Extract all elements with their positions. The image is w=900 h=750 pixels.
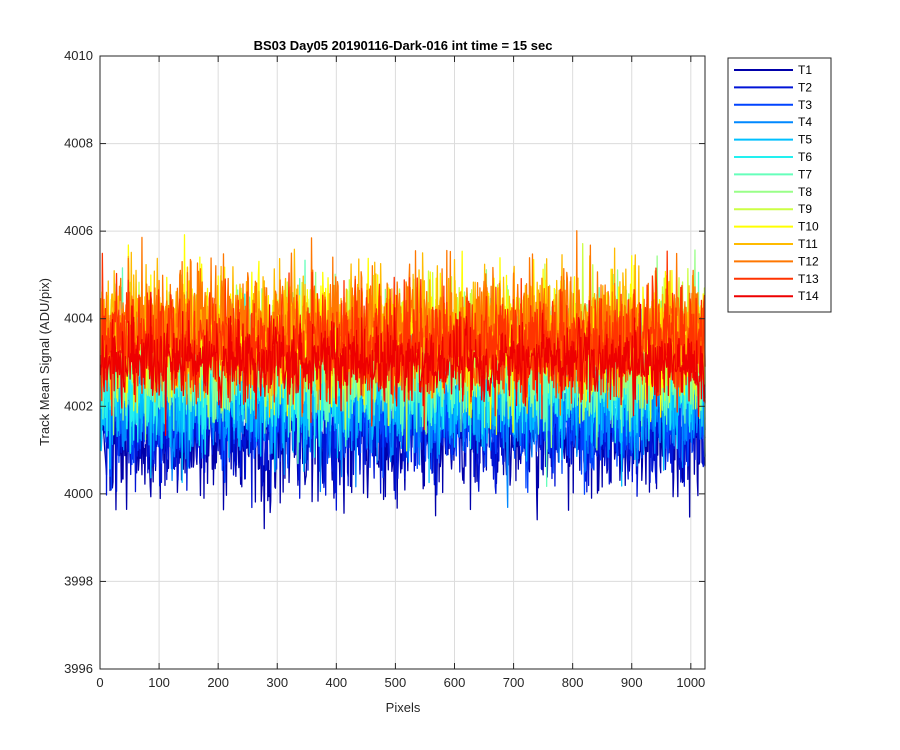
plot-area: 0 100 200 300 400 500 600 700 800 900 1000 3996399…	[64, 48, 706, 690]
legend-label: T11	[798, 237, 818, 251]
x-axis-ticks: 0 100 200 300 400 500 600 700 800 900 1000	[96, 56, 705, 690]
y-tick-label: 4008	[64, 136, 93, 151]
legend-label: T13	[798, 272, 819, 286]
axes-box	[99, 55, 706, 670]
y-tick-label: 4000	[64, 486, 93, 501]
x-tick-label: 200	[207, 675, 229, 690]
y-tick-label: 4010	[64, 48, 93, 63]
legend-label: T12	[798, 254, 819, 268]
x-tick-label: 100	[148, 675, 170, 690]
series-lines	[99, 230, 706, 530]
legend-label: T7	[798, 167, 812, 181]
legend-label: T14	[798, 289, 819, 303]
y-tick-label: 3996	[64, 661, 93, 676]
y-tick-label: 3998	[64, 573, 93, 588]
series-line-t14	[99, 291, 706, 437]
x-tick-label: 400	[325, 675, 347, 690]
legend-label: T6	[798, 150, 812, 164]
x-tick-label: 0	[96, 675, 103, 690]
x-axis-label: Pixels	[386, 700, 421, 715]
y-tick-label: 4006	[64, 223, 93, 238]
chart-title: BS03 Day05 20190116-Dark-016 int time = …	[254, 38, 553, 53]
legend-label: T10	[798, 220, 819, 234]
x-tick-label: 900	[621, 675, 643, 690]
x-tick-label: 800	[562, 675, 584, 690]
x-tick-label: 600	[444, 675, 466, 690]
legend-label: T5	[798, 133, 812, 147]
series-line-t13	[99, 250, 706, 431]
legend-label: T3	[798, 98, 812, 112]
legend-label: T8	[798, 185, 812, 199]
x-tick-label: 700	[503, 675, 525, 690]
y-axis-ticks: 3996 3998 4000 4002 4004 4006 4008 4010	[64, 48, 705, 676]
y-axis-label: Track Mean Signal (ADU/pix)	[37, 278, 52, 446]
y-tick-label: 4004	[64, 311, 93, 326]
y-tick-label: 4002	[64, 398, 93, 413]
legend-label: T2	[798, 80, 812, 94]
legend-box	[727, 57, 832, 313]
legend: T1 T2 T3 T4 T5 T6 T7 T8 T9 T10 T11 T12 T13 T14	[727, 57, 832, 313]
legend-label: T4	[798, 115, 812, 129]
series-line-t12	[99, 230, 706, 417]
legend-label: T9	[798, 202, 812, 216]
legend-label: T1	[798, 63, 812, 77]
x-tick-label: 300	[266, 675, 288, 690]
x-tick-label: 500	[385, 675, 407, 690]
x-tick-label: 1000	[676, 675, 705, 690]
